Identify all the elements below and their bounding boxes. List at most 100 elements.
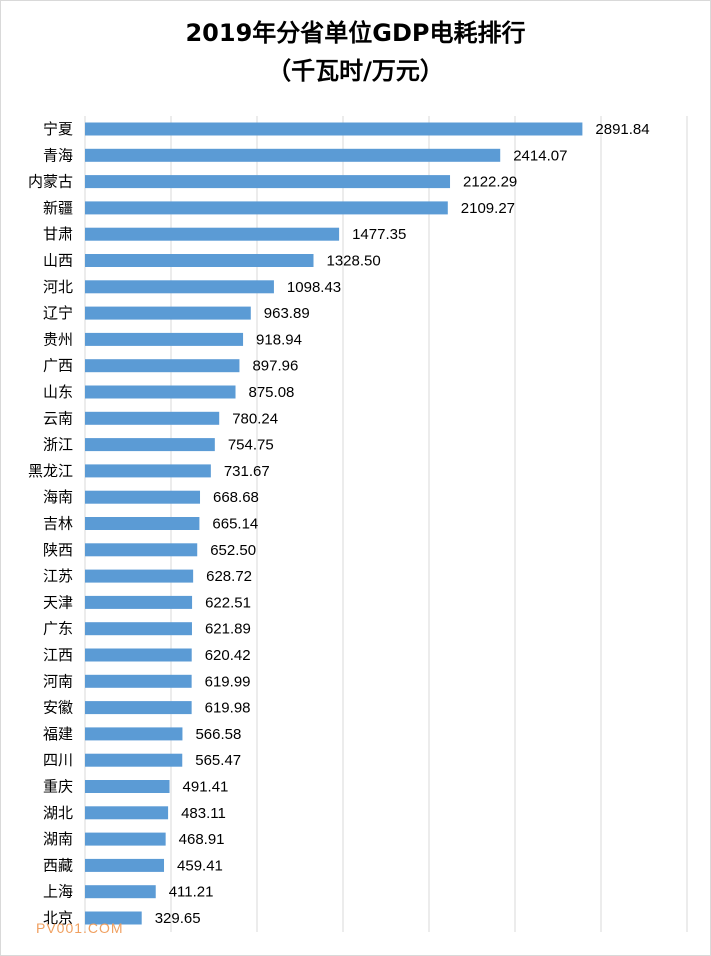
- value-label: 2414.07: [513, 147, 567, 164]
- category-label: 辽宁: [43, 304, 73, 322]
- bar: [85, 385, 236, 399]
- bar: [85, 438, 215, 452]
- value-label: 468.91: [179, 831, 225, 848]
- bar: [85, 175, 451, 189]
- bar: [85, 464, 211, 478]
- bar: [85, 885, 156, 899]
- category-label: 山东: [43, 383, 73, 401]
- bar: [85, 622, 192, 636]
- bar: [85, 517, 200, 530]
- chart-title: 2019年分省单位GDP电耗排行: [185, 19, 526, 47]
- value-label: 2122.29: [463, 174, 517, 191]
- bar: [85, 674, 192, 688]
- value-label: 483.11: [181, 805, 226, 822]
- category-label: 河北: [43, 278, 73, 296]
- bar: [85, 254, 314, 267]
- value-label: 963.89: [264, 305, 310, 322]
- category-label: 黑龙江: [28, 462, 73, 480]
- value-label: 897.96: [252, 358, 298, 375]
- bar: [85, 490, 201, 504]
- chart-subtitle: （千瓦时/万元）: [267, 57, 444, 85]
- value-label: 652.50: [210, 542, 256, 559]
- bar: [85, 648, 192, 662]
- bar: [85, 753, 183, 767]
- category-label: 重庆: [43, 778, 73, 796]
- value-label: 918.94: [256, 331, 302, 348]
- category-label: 西藏: [43, 856, 73, 874]
- value-label: 619.98: [205, 700, 251, 717]
- value-label: 754.75: [228, 437, 274, 454]
- category-label: 内蒙古: [28, 173, 73, 191]
- category-label: 河南: [43, 672, 73, 690]
- category-label: 广西: [43, 357, 73, 375]
- category-label: 广东: [43, 620, 73, 638]
- category-label: 云南: [43, 409, 73, 427]
- value-label: 411.21: [169, 884, 214, 901]
- value-label: 875.08: [249, 384, 295, 401]
- value-label: 566.58: [195, 726, 241, 743]
- value-label: 619.99: [205, 673, 251, 690]
- bar: [85, 595, 193, 609]
- bar: [85, 201, 448, 215]
- category-label: 北京: [43, 909, 73, 927]
- category-label: 山西: [43, 252, 73, 270]
- bar: [85, 122, 583, 136]
- bar: [85, 569, 194, 583]
- value-label: 1477.35: [352, 226, 406, 243]
- bar: [85, 411, 220, 425]
- category-label: 青海: [43, 146, 73, 164]
- value-label: 731.67: [224, 463, 270, 480]
- category-label: 宁夏: [43, 120, 73, 138]
- value-label: 1098.43: [287, 279, 341, 296]
- value-label: 329.65: [155, 910, 201, 927]
- category-label: 福建: [43, 725, 73, 743]
- bar: [85, 332, 244, 346]
- value-label: 628.72: [206, 568, 252, 585]
- bar: [85, 806, 169, 820]
- category-label: 新疆: [43, 199, 73, 217]
- bar: [85, 911, 142, 925]
- value-labels: 2891.84 2414.07 2122.29 2109.27 1477.35 1328.…: [155, 121, 650, 927]
- value-label: 665.14: [212, 516, 258, 533]
- category-label: 海南: [43, 488, 73, 506]
- category-label: 安徽: [43, 699, 73, 717]
- category-label: 湖北: [43, 804, 73, 822]
- category-label: 吉林: [43, 515, 73, 533]
- category-label: 上海: [43, 883, 73, 901]
- value-label: 2891.84: [595, 121, 649, 138]
- bar: [85, 280, 274, 294]
- gridlines: [84, 116, 688, 932]
- watermark: PV001.COM: [36, 920, 124, 936]
- category-label: 江西: [43, 646, 73, 664]
- bar: [85, 780, 170, 793]
- value-label: 1328.50: [327, 253, 381, 270]
- value-label: 459.41: [177, 857, 223, 874]
- category-labels: 宁夏青海内蒙古新疆甘肃山西河北辽宁贵州广西山东云南浙江黑龙江海南吉林陕西江苏天津…: [28, 120, 73, 927]
- category-label: 四川: [43, 751, 73, 769]
- bars: [85, 122, 583, 925]
- bar: [85, 701, 192, 715]
- category-label: 江苏: [43, 567, 73, 585]
- bar: [85, 727, 183, 741]
- bar: [85, 306, 251, 320]
- bar: [85, 543, 198, 557]
- bar: [85, 832, 166, 846]
- bar: [85, 227, 340, 241]
- value-label: 622.51: [205, 594, 251, 611]
- category-label: 陕西: [43, 541, 73, 559]
- category-label: 湖南: [43, 830, 73, 848]
- value-label: 2109.27: [461, 200, 515, 217]
- bar: [85, 148, 501, 162]
- value-label: 491.41: [183, 779, 229, 796]
- category-label: 浙江: [43, 436, 73, 454]
- value-label: 565.47: [195, 752, 241, 769]
- value-label: 780.24: [232, 410, 278, 427]
- bar: [85, 359, 240, 373]
- value-label: 668.68: [213, 489, 259, 506]
- category-label: 天津: [43, 593, 73, 611]
- value-label: 621.89: [205, 621, 251, 638]
- bar: [85, 858, 165, 872]
- category-label: 贵州: [43, 330, 73, 348]
- value-label: 620.42: [205, 647, 251, 664]
